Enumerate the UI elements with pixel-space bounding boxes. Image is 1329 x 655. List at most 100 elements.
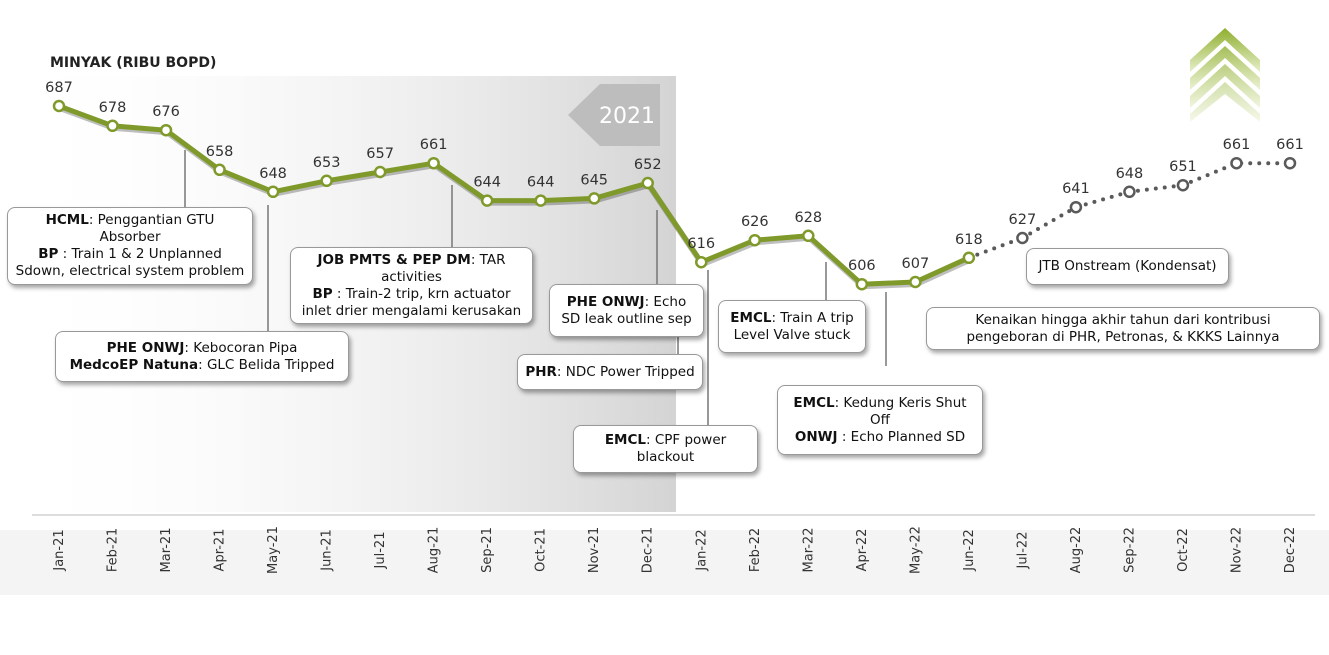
x-tick-label: Jul-21 bbox=[373, 532, 388, 570]
annotation-text: : Kedung Keris Shut Off bbox=[834, 394, 967, 428]
point bbox=[1230, 156, 1243, 170]
annotation-line: JTB Onstream (Kondensat) bbox=[1033, 258, 1222, 275]
annotation-text: : TAR activities bbox=[381, 251, 506, 285]
point bbox=[106, 119, 119, 133]
annotation-text: : Kebocoran Pipa bbox=[184, 339, 298, 356]
annotation-box: JTB Onstream (Kondensat) bbox=[1026, 248, 1229, 285]
annotation-text: : CPF power blackout bbox=[636, 432, 727, 465]
point bbox=[748, 233, 762, 247]
x-tick-label: Mar-22 bbox=[801, 528, 816, 573]
annotation-text: : Train A trip Level Valve stuck bbox=[733, 309, 854, 343]
annotation-line: PHE ONWJ: Kebocoran Pipa bbox=[62, 340, 342, 357]
annotation-text: : NDC Power Tripped bbox=[556, 363, 695, 380]
x-tick-label: Apr-22 bbox=[855, 529, 870, 572]
data-label: 657 bbox=[366, 146, 394, 162]
x-tick-label: Feb-21 bbox=[106, 528, 121, 572]
annotation-text: : Train 1 & 2 Unplanned Sdown, electrica… bbox=[15, 246, 245, 279]
x-tick-label: Jul-22 bbox=[1015, 532, 1030, 570]
x-tick-label: Oct-22 bbox=[1176, 528, 1191, 572]
x-tick-label: Mar-21 bbox=[159, 528, 174, 573]
annotation-line: MedcoEP Natuna: GLC Belida Tripped bbox=[62, 357, 342, 374]
annotation-box: PHE ONWJ: Echo SD leak outline sep bbox=[549, 284, 704, 337]
annotation-line: PHE ONWJ: Echo SD leak outline sep bbox=[556, 294, 697, 328]
annotation-label: PHE ONWJ bbox=[566, 293, 645, 310]
annotation-label: ONWJ bbox=[794, 428, 838, 445]
x-tick-label: Dec-22 bbox=[1283, 527, 1298, 573]
data-label: 628 bbox=[794, 210, 822, 226]
annotation-line: BP : Train 1 & 2 Unplanned Sdown, electr… bbox=[14, 246, 246, 280]
data-label: 661 bbox=[1223, 137, 1251, 153]
point bbox=[1069, 200, 1083, 214]
data-label: 648 bbox=[1116, 166, 1144, 182]
annotation-line: Kenaikan hingga akhir tahun dari kontrib… bbox=[933, 312, 1313, 346]
annotation-text: JTB Onstream (Kondensat) bbox=[1038, 258, 1217, 274]
x-tick-label: Jun-21 bbox=[320, 529, 335, 572]
annotation-label: PHR bbox=[525, 363, 557, 380]
chevrons bbox=[1190, 28, 1260, 122]
annotation-text: Kenaikan hingga akhir tahun dari kontrib… bbox=[966, 311, 1280, 345]
point bbox=[159, 123, 173, 137]
annotation-box: HCML: Penggantian GTU Absorber BP : Train… bbox=[7, 207, 253, 285]
point bbox=[695, 255, 708, 269]
band bbox=[0, 530, 1329, 595]
annotation-box: PHR: NDC Power Tripped bbox=[517, 354, 703, 390]
annotation-label: BP bbox=[312, 285, 333, 302]
x-tick-label: Dec-21 bbox=[641, 527, 656, 573]
annotation-label: BP bbox=[38, 246, 59, 262]
data-label: 676 bbox=[152, 104, 180, 120]
annotation-text: : Echo SD leak outline sep bbox=[561, 293, 692, 327]
annotation-text: : GLC Belida Tripped bbox=[198, 356, 335, 373]
data-label: 618 bbox=[955, 232, 983, 248]
annotation-line: EMCL: CPF power blackout bbox=[580, 432, 751, 466]
x-tick-label: May-21 bbox=[266, 526, 281, 574]
period-label: 2021 bbox=[599, 104, 655, 129]
data-label: 627 bbox=[1009, 212, 1037, 228]
point bbox=[213, 163, 226, 177]
point bbox=[641, 176, 654, 190]
annotation-box: PHE ONWJ: Kebocoran Pipa MedcoEP Natuna: … bbox=[55, 331, 349, 382]
data-label: 644 bbox=[473, 175, 501, 191]
x-tick-label: Nov-22 bbox=[1229, 527, 1244, 573]
point bbox=[1016, 231, 1029, 245]
point bbox=[962, 251, 976, 265]
forecast-line bbox=[1020, 161, 1292, 240]
annotation-text: : Penggantian GTU Absorber bbox=[88, 212, 215, 245]
x-tick-label: Nov-21 bbox=[587, 527, 602, 573]
annotation-label: EMCL bbox=[793, 394, 835, 411]
annotation-line: JOB PMTS & PEP DM: TAR activities bbox=[297, 252, 526, 286]
point bbox=[1176, 178, 1190, 192]
point bbox=[266, 185, 280, 199]
x-tick-label: Jan-21 bbox=[52, 529, 67, 571]
data-label: 645 bbox=[580, 172, 608, 188]
point bbox=[320, 174, 333, 188]
data-label: 658 bbox=[206, 144, 234, 160]
data-label: 607 bbox=[902, 256, 930, 272]
x-tick-label: Sep-22 bbox=[1122, 527, 1137, 573]
annotation-box: JOB PMTS & PEP DM: TAR activities BP : Tr… bbox=[290, 247, 533, 324]
point bbox=[909, 275, 922, 289]
data-label: 626 bbox=[741, 214, 769, 230]
annotation-box: EMCL: Train A trip Level Valve stuck bbox=[718, 300, 866, 353]
point bbox=[1283, 156, 1297, 170]
annotation-box: Kenaikan hingga akhir tahun dari kontrib… bbox=[926, 307, 1320, 350]
point bbox=[802, 229, 815, 243]
data-label: 648 bbox=[259, 166, 287, 182]
x-tick-label: Jun-22 bbox=[962, 529, 977, 572]
annotation-line: EMCL: Train A trip Level Valve stuck bbox=[725, 310, 859, 344]
x-tick-label: Aug-22 bbox=[1069, 527, 1084, 574]
point bbox=[534, 194, 547, 207]
x-tick-label: Aug-21 bbox=[427, 527, 442, 574]
annotation-line: HCML: Penggantian GTU Absorber bbox=[14, 212, 246, 246]
data-label: 651 bbox=[1169, 159, 1197, 175]
annotation-line: PHR: NDC Power Tripped bbox=[524, 364, 696, 381]
data-label: 644 bbox=[527, 175, 555, 191]
data-label: 616 bbox=[687, 236, 715, 252]
data-label: 661 bbox=[420, 137, 448, 153]
chart-title: MINYAK (RIBU BOPD) bbox=[50, 55, 216, 71]
data-label: 606 bbox=[848, 258, 876, 274]
actual-line bbox=[58, 103, 970, 287]
point bbox=[52, 99, 66, 113]
x-tick-label: Oct-21 bbox=[534, 528, 549, 572]
annotation-line: ONWJ : Echo Planned SD bbox=[784, 429, 976, 446]
